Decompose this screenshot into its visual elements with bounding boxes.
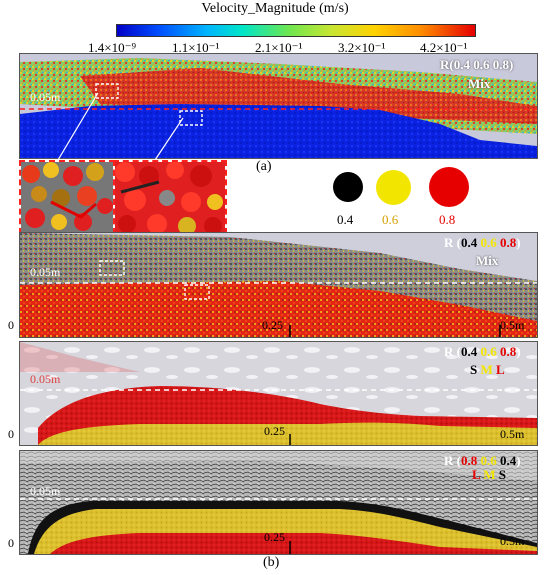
panel-b-caption: (b) bbox=[263, 555, 280, 570]
size-large: L bbox=[496, 362, 505, 377]
size-medium: M bbox=[480, 362, 493, 377]
panel-b2-axis-end: 0.5m bbox=[500, 427, 525, 441]
panel-a-ratio-label: R(0.4 0.6 0.8) bbox=[440, 57, 514, 72]
panel-a-depth-label: 0.05m bbox=[30, 90, 61, 104]
legend-circle-small bbox=[333, 172, 363, 202]
legend-label-large: 0.8 bbox=[439, 212, 456, 227]
panel-b3-image bbox=[20, 451, 537, 554]
ratio-value-3: 0.8 bbox=[499, 344, 517, 359]
panel-b2-size-label: S M L bbox=[470, 362, 505, 378]
panel-b3-size-label: L M S bbox=[472, 467, 506, 483]
ratio-suffix: ) bbox=[516, 235, 521, 250]
panel-b3-depth-label: 0.05m bbox=[30, 484, 61, 498]
ratio-value-1: 0.4 bbox=[460, 235, 478, 250]
colorbar-title: Velocity_Magnitude (m/s) bbox=[201, 1, 349, 16]
panel-b2-axis-zero: 0 bbox=[8, 427, 14, 441]
colorbar-tick: 4.2×10⁻¹ bbox=[420, 40, 468, 55]
panel-b3-inverse-segregated bbox=[19, 450, 538, 555]
legend-circle-large bbox=[429, 167, 469, 207]
panel-a-velocity-field bbox=[19, 53, 538, 159]
ratio-value-2: 0.6 bbox=[480, 344, 497, 359]
ratio-prefix: R ( bbox=[444, 235, 461, 250]
size-large: L bbox=[472, 467, 480, 482]
ratio-suffix: ) bbox=[516, 453, 521, 468]
colorbar-tick: 3.2×10⁻¹ bbox=[338, 40, 386, 55]
zoom-inset-right-image bbox=[115, 162, 225, 232]
ratio-value-2: 0.6 bbox=[480, 235, 497, 250]
ratio-value-3: 0.8 bbox=[499, 235, 517, 250]
ratio-value-2: 0.6 bbox=[480, 453, 497, 468]
panel-a-image bbox=[20, 54, 537, 158]
ratio-value-1: 0.4 bbox=[460, 344, 478, 359]
ratio-value-3: 0.4 bbox=[499, 453, 517, 468]
panel-b2-depth-label: 0.05m bbox=[30, 372, 61, 386]
legend-circle-medium bbox=[376, 170, 411, 205]
legend-label-medium: 0.6 bbox=[382, 212, 399, 227]
panel-b1-axis-mid: 0.25 bbox=[262, 318, 283, 332]
panel-b1-mix bbox=[19, 232, 538, 338]
panel-b1-depth-label: 0.05m bbox=[30, 265, 61, 279]
panel-b2-ratio-label: R (0.4 0.6 0.8) bbox=[444, 344, 521, 360]
ratio-value-1: 0.8 bbox=[460, 453, 478, 468]
panel-a-mix-label: Mix bbox=[468, 76, 491, 91]
size-small: S bbox=[498, 467, 506, 482]
zoom-inset-left bbox=[19, 160, 115, 234]
panel-b1-axis-zero: 0 bbox=[8, 318, 14, 332]
ratio-suffix: ) bbox=[516, 344, 521, 359]
zoom-inset-left-image bbox=[21, 162, 113, 232]
panel-b1-axis-end: 0.5m bbox=[500, 318, 525, 332]
panel-b3-ratio-label: R (0.8 0.6 0.4) bbox=[444, 453, 521, 469]
colorbar-tick: 1.4×10⁻⁹ bbox=[88, 40, 136, 55]
panel-b1-ratio-label: R (0.4 0.6 0.8) bbox=[444, 235, 521, 251]
panel-b3-axis-mid: 0.25 bbox=[264, 530, 285, 544]
colorbar-tick: 1.1×10⁻¹ bbox=[172, 40, 220, 55]
panel-a-caption: (a) bbox=[256, 159, 272, 174]
size-small: S bbox=[470, 362, 478, 377]
panel-b2-segregated bbox=[19, 341, 538, 446]
ratio-prefix: R ( bbox=[444, 453, 461, 468]
ratio-prefix: R ( bbox=[444, 344, 461, 359]
velocity-colorbar bbox=[116, 24, 476, 37]
panel-b3-axis-zero: 0 bbox=[8, 536, 14, 550]
panel-b1-mix-label: Mix bbox=[476, 253, 499, 268]
zoom-inset-right bbox=[113, 160, 227, 234]
colorbar-tick: 2.1×10⁻¹ bbox=[255, 40, 303, 55]
legend-label-small: 0.4 bbox=[337, 212, 354, 227]
panel-b2-image bbox=[20, 342, 537, 445]
panel-b2-axis-mid: 0.25 bbox=[264, 424, 285, 438]
panel-b3-axis-end: 0.5m bbox=[500, 534, 525, 548]
panel-b1-image bbox=[20, 233, 537, 337]
size-medium: M bbox=[483, 467, 496, 482]
